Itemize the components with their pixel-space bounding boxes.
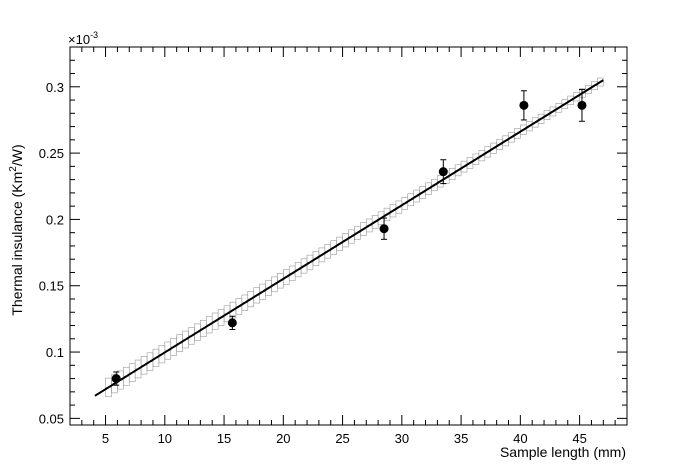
x-tick-label: 20 [276,431,290,446]
x-axis-title: Sample length (mm) [500,444,626,460]
y-exponent-label: ×10-3 [68,30,98,47]
y-axis-title-sup: 2 [8,166,19,172]
fit-line [94,79,604,397]
y-tick-label: 0.3 [46,80,64,95]
plot-frame [69,46,628,426]
x-tick-label: 25 [335,431,349,446]
confidence-band [105,77,604,397]
data-point [519,100,529,110]
data-point [227,318,237,328]
x-tick-label: 5 [102,431,109,446]
x-tick-label: 40 [513,431,527,446]
y-axis-title-end: /W) [9,144,25,166]
y-axis-ticks: 0.05 0.1 0.15 0.2 0.25 0.3 [39,46,627,426]
y-axis-title: Thermal insulance (Km2/W) [8,144,25,315]
y-exponent-base: ×10 [68,32,90,47]
y-tick-label: 0.2 [46,212,64,227]
x-tick-label: 10 [158,431,172,446]
data-point [379,224,389,234]
y-tick-label: 0.25 [39,146,64,161]
y-tick-label: 0.05 [39,411,64,426]
x-tick-label: 45 [572,431,586,446]
x-tick-label: 15 [217,431,231,446]
y-tick-label: 0.15 [39,279,64,294]
data-point [111,374,121,384]
y-axis-title-main: Thermal insulance (Km [9,172,25,316]
data-point [577,100,587,110]
x-axis-ticks: 5 10 15 20 25 30 35 40 45 [69,47,628,446]
data-points [111,88,587,386]
y-exponent-power: -3 [90,30,98,40]
y-tick-label: 0.1 [46,345,64,360]
fit-line-group [94,79,604,397]
x-tick-label: 35 [454,431,468,446]
x-tick-label: 30 [395,431,409,446]
data-point [438,167,448,177]
